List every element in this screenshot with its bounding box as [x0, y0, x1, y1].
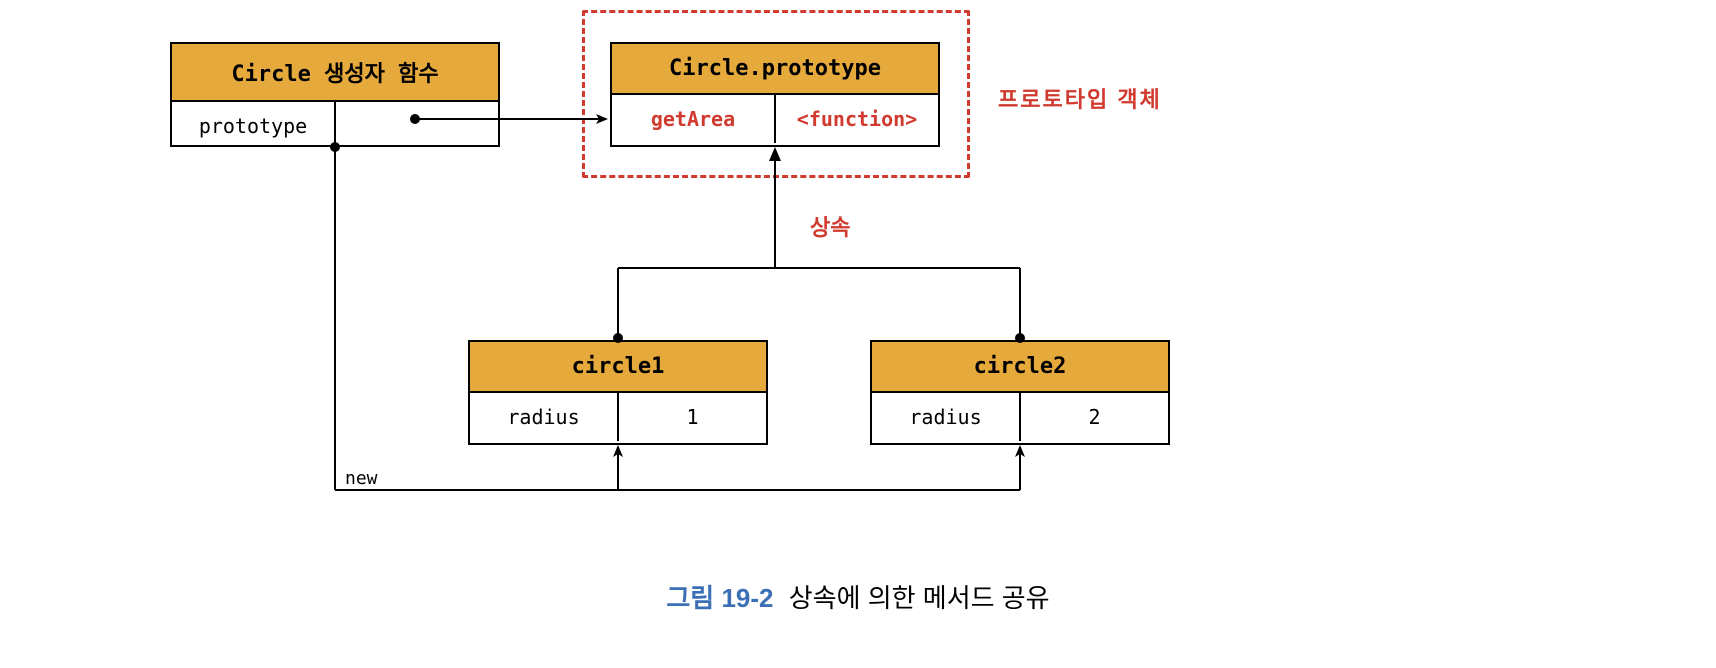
inherit-label: 상속: [810, 210, 850, 242]
constructor-title: Circle 생성자 함수: [172, 44, 498, 102]
circle1-title: circle1: [470, 342, 766, 393]
circle1-prop-val: 1: [617, 393, 766, 441]
circle2-prop-val: 2: [1019, 393, 1168, 441]
diagram-canvas: Circle 생성자 함수 prototype Circle.prototype…: [0, 0, 1716, 668]
prototype-box: Circle.prototype getArea <function>: [610, 42, 940, 147]
new-label: new: [345, 468, 378, 489]
circle2-prop-key: radius: [872, 393, 1019, 441]
prototype-method-val: <function>: [774, 95, 938, 143]
prototype-object-label: 프로토타입 객체: [998, 82, 1162, 114]
prototype-method-name: getArea: [612, 95, 774, 143]
figure-number: 그림 19-2: [666, 583, 773, 613]
circle1-box: circle1 radius 1: [468, 340, 768, 445]
figure-caption: 그림 19-2 상속에 의한 메서드 공유: [0, 578, 1716, 615]
figure-caption-text: 상속에 의한 메서드 공유: [789, 583, 1050, 613]
circle1-prop-key: radius: [470, 393, 617, 441]
circle2-box: circle2 radius 2: [870, 340, 1170, 445]
prototype-title: Circle.prototype: [612, 44, 938, 95]
constructor-prop-val: [334, 102, 498, 150]
circle2-title: circle2: [872, 342, 1168, 393]
constructor-box: Circle 생성자 함수 prototype: [170, 42, 500, 147]
constructor-prop-key: prototype: [172, 102, 334, 150]
